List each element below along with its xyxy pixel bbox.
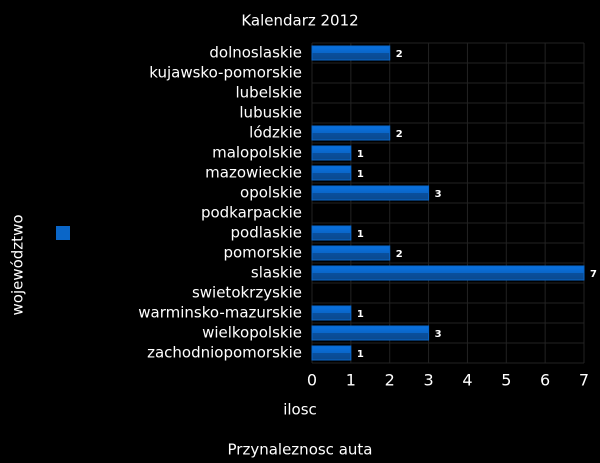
y-tick-label: pomorskie bbox=[223, 244, 302, 262]
x-tick-label: 7 bbox=[579, 371, 589, 390]
y-tick-label: podlaskie bbox=[231, 224, 302, 242]
y-tick-label: lódzkie bbox=[249, 124, 302, 142]
y-tick-label: lubuskie bbox=[239, 104, 302, 122]
y-tick-label: warminsko-mazurskie bbox=[138, 304, 302, 322]
y-tick-label: wielkopolskie bbox=[202, 324, 302, 342]
bar bbox=[311, 305, 352, 321]
bar bbox=[311, 125, 391, 141]
y-tick-label: malopolskie bbox=[212, 144, 302, 162]
value-label: 1 bbox=[357, 229, 364, 240]
x-axis-label: ilosc bbox=[283, 401, 317, 419]
value-label: 2 bbox=[396, 129, 403, 140]
bar bbox=[311, 145, 352, 161]
bar bbox=[311, 325, 430, 341]
y-axis-label: województwo bbox=[9, 214, 27, 315]
y-tick-label: slaskie bbox=[251, 264, 302, 282]
y-tick-label: podkarpackie bbox=[201, 204, 302, 222]
x-tick-label: 3 bbox=[423, 371, 433, 390]
bar bbox=[311, 185, 430, 201]
legend-swatch bbox=[56, 226, 70, 240]
y-tick-label: mazowieckie bbox=[205, 164, 302, 182]
x-tick-label: 4 bbox=[462, 371, 472, 390]
value-label: 1 bbox=[357, 349, 364, 360]
bar bbox=[311, 45, 391, 61]
value-label: 3 bbox=[435, 189, 442, 200]
value-label: 2 bbox=[396, 249, 403, 260]
x-tick-label: 1 bbox=[346, 371, 356, 390]
value-label: 1 bbox=[357, 309, 364, 320]
y-tick-label: kujawsko-pomorskie bbox=[149, 64, 302, 82]
caption: Przynaleznosc auta bbox=[228, 441, 373, 459]
y-tick-label: lubelskie bbox=[236, 84, 303, 102]
x-tick-label: 5 bbox=[501, 371, 511, 390]
chart-title: Kalendarz 2012 bbox=[241, 12, 358, 30]
bar bbox=[311, 165, 352, 181]
bar bbox=[311, 265, 585, 281]
value-label: 7 bbox=[590, 269, 597, 280]
x-tick-label: 2 bbox=[385, 371, 395, 390]
x-tick-label: 0 bbox=[307, 371, 317, 390]
value-label: 3 bbox=[435, 329, 442, 340]
bar bbox=[311, 245, 391, 261]
y-tick-label: opolskie bbox=[240, 184, 302, 202]
value-label: 1 bbox=[357, 169, 364, 180]
bar bbox=[311, 225, 352, 241]
value-label: 2 bbox=[396, 49, 403, 60]
y-tick-label: zachodniopomorskie bbox=[147, 344, 302, 362]
bar bbox=[311, 345, 352, 361]
x-tick-label: 6 bbox=[540, 371, 550, 390]
y-tick-label: swietokrzyskie bbox=[192, 284, 302, 302]
y-tick-label: dolnoslaskie bbox=[209, 44, 302, 62]
value-label: 1 bbox=[357, 149, 364, 160]
